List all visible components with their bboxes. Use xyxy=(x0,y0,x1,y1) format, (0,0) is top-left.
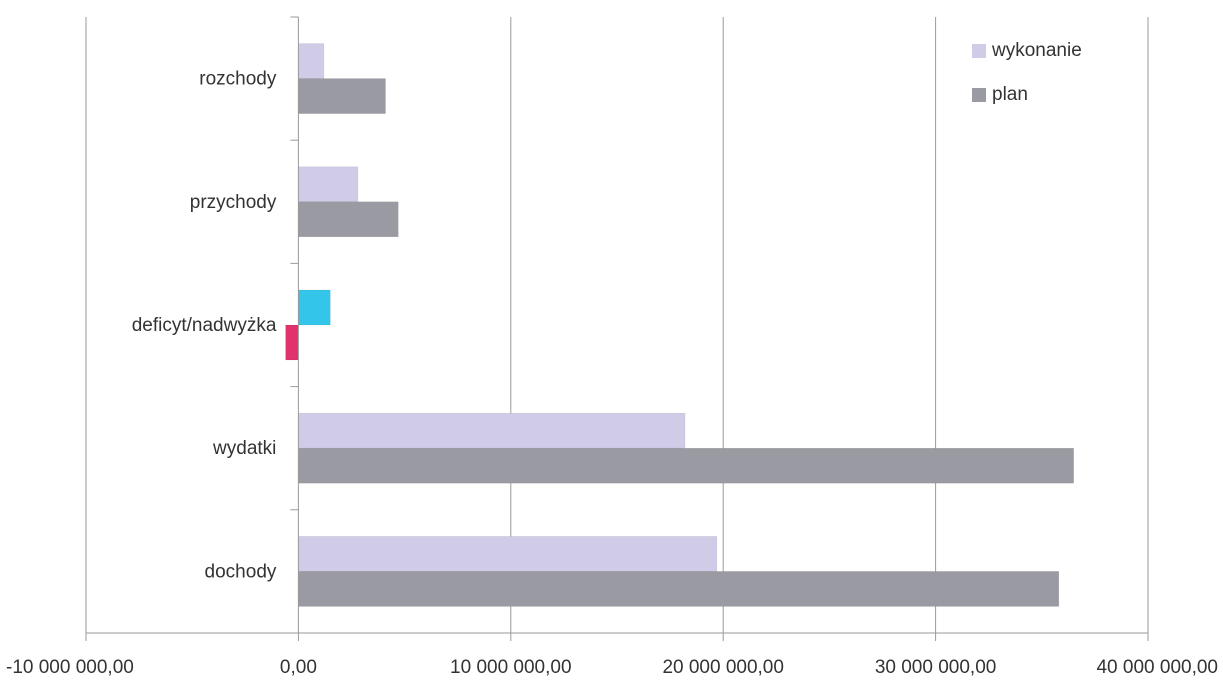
category-label-0: rozchody xyxy=(199,69,277,90)
x-tick-label-5: 40 000 000,00 xyxy=(1096,657,1218,678)
category-label-3: wydatki xyxy=(212,438,276,459)
bar-wykonanie-2 xyxy=(298,289,331,326)
bar-wykonanie-4 xyxy=(298,536,718,572)
bar-plan-0 xyxy=(298,78,386,114)
legend-swatch-plan xyxy=(972,88,986,102)
legend-swatch-wykonanie xyxy=(972,44,986,58)
x-tick-label-0: -10 000 000,00 xyxy=(6,657,134,678)
bar-plan-4 xyxy=(298,571,1060,607)
bar-wykonanie-3 xyxy=(298,412,686,449)
category-label-4: dochody xyxy=(205,561,277,582)
legend-label-plan: plan xyxy=(992,84,1028,105)
category-label-1: przychody xyxy=(190,192,277,213)
x-tick-label-1: 0,00 xyxy=(280,657,317,678)
x-tick-label-2: 10 000 000,00 xyxy=(450,657,572,678)
x-tick-label-4: 30 000 000,00 xyxy=(875,657,997,678)
bar-plan-1 xyxy=(298,201,399,238)
legend-label-wykonanie: wykonanie xyxy=(991,40,1082,61)
category-label-2: deficyt/nadwyżka xyxy=(132,315,277,336)
bar-plan-2 xyxy=(285,324,299,361)
bar-plan-3 xyxy=(298,447,1074,484)
bar-wykonanie-0 xyxy=(298,43,325,79)
bar-wykonanie-1 xyxy=(298,166,359,203)
x-tick-label-3: 20 000 000,00 xyxy=(662,657,784,678)
